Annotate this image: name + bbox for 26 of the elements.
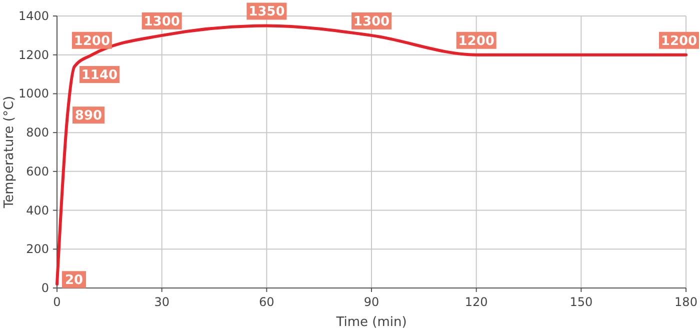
y-tick-label: 800 [26,126,49,140]
data-label: 1200 [458,34,494,49]
data-label: 1300 [144,14,180,30]
x-tick-label: 90 [364,295,380,309]
x-tick-label: 120 [464,295,488,309]
y-tick-label: 0 [41,281,49,295]
y-axis-title: Temperature (°C) [2,96,17,210]
y-tick-label: 1400 [18,9,49,23]
x-tick-label: 0 [53,295,61,309]
data-label: 1200 [74,34,110,49]
y-tick-label: 400 [26,203,49,218]
data-label: 1200 [660,34,698,49]
data-label: 890 [74,108,102,124]
x-tick-label: 60 [259,295,274,309]
y-tick-label: 600 [26,164,49,178]
data-label: 20 [64,273,84,288]
x-tick-label: 150 [570,295,593,309]
data-label: 1140 [81,68,118,84]
y-tick-label: 1000 [18,86,49,101]
x-axis-title: Time (min) [335,315,407,330]
x-tick-label: 180 [674,295,698,309]
data-label: 1300 [353,14,390,30]
y-tick-label: 200 [26,242,49,256]
x-tick-label: 30 [154,295,170,309]
y-tick-label: 1200 [18,48,49,62]
data-label: 1350 [248,4,285,20]
